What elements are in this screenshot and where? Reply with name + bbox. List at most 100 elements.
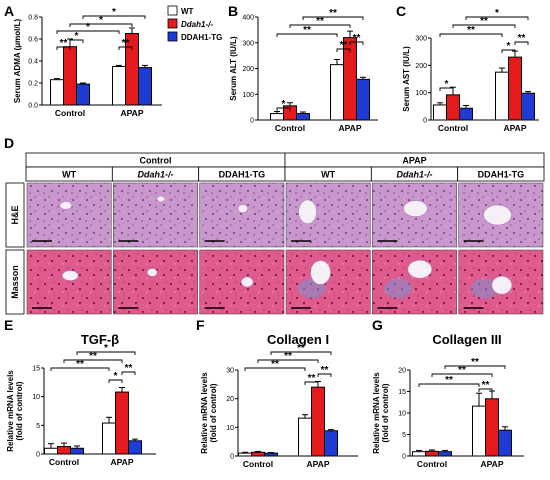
significance-label: ** [308,373,316,384]
bar [264,452,278,457]
significance-bracket [501,49,516,53]
x-category-label: Control [417,459,447,469]
y-tick-label: 0 [36,452,40,459]
significance-label: ** [329,8,337,19]
y-tick-label: 300 [242,40,254,47]
significance-label: ** [518,33,526,44]
vessel-lumen [240,276,254,288]
bar [44,447,58,455]
y-tick-label: 5 [402,432,406,439]
group-header: Control [140,156,172,166]
masson-stain-image [26,249,112,315]
significance-bracket [465,16,529,20]
bar [251,451,265,457]
column-header: DDAH1-TG [478,170,525,180]
significance-label: ** [316,16,324,27]
significance-bracket [439,33,503,37]
x-category-label: Control [55,108,85,118]
column-header: Ddah1-/- [397,170,433,180]
y-tick-label: 100 [242,92,254,99]
he-stain-image [26,182,112,248]
vessel-lumen [310,260,331,285]
significance-label: ** [467,25,475,36]
bar [311,386,325,457]
y-tick-label: 15 [398,389,406,396]
significance-label: ** [76,359,84,370]
significance-bracket [108,379,123,383]
legend-swatch [167,5,178,16]
y-axis-label: Serum ALT (IU/L) [229,36,238,101]
significance-label: ** [340,40,348,51]
significance-bracket [270,351,332,355]
chart-title: Collagen I [267,332,329,347]
legend-label: Ddah1-/- [181,20,213,29]
significance-bracket [336,48,351,52]
significance-label: * [507,41,511,52]
vessel-lumen [156,195,166,203]
y-tick-label: 0.6 [28,37,38,44]
legend-swatch [167,18,178,29]
legend-label: DDAH1-TG [181,33,222,42]
column-header: DDAH1-TG [219,170,266,180]
x-category-label: APAP [121,108,144,118]
bar [270,113,284,121]
y-axis-label: (fold of control) [209,383,218,442]
significance-bracket [418,383,480,387]
bar [472,405,486,457]
panel-letter: G [372,317,383,333]
bar [446,94,460,121]
chart-F: F Collagen I 0 10 20 30 Relative mRNA levels (f… [196,317,358,469]
bar [485,398,499,457]
bar [433,104,447,121]
y-tick-label: 20 [398,368,406,375]
vessel-lumen [403,200,428,217]
bar [76,83,90,106]
masson-stain-image [372,249,457,315]
significance-label: ** [297,343,305,354]
x-category-label: Control [275,123,305,133]
panel-letter: B [228,3,238,19]
significance-label: ** [89,351,97,362]
bar [102,422,116,455]
significance-label: ** [471,357,479,368]
chart-A: A 0.0 0.2 0.4 0.6 0.8 Serum ADMA (μmol/L) Contr… [4,3,222,118]
column-header: Ddah1-/- [138,170,174,180]
significance-label: ** [480,16,488,27]
collagen-stain-area [384,278,413,299]
column-header: WT [321,170,335,180]
bar [50,79,64,106]
significance-label: * [112,7,116,18]
histology-panel: D Control APAP WT Ddah1-/- DDAH1-TG WT Ddah1-/-… [4,135,545,315]
bar [283,105,297,121]
bar [298,417,312,457]
significance-bracket [257,359,319,363]
significance-label: ** [445,375,453,386]
x-category-label: Control [243,459,273,469]
y-tick-label: 300 [415,36,427,43]
vessel-lumen [407,259,433,279]
y-tick-label: 100 [415,90,427,97]
vessel-lumen [59,201,73,210]
y-tick-label: 0.0 [28,103,38,110]
significance-bracket [118,46,133,50]
chart-title: TGF-β [81,332,119,347]
y-axis-label: (fold of control) [15,381,24,440]
masson-stain-image [285,249,371,315]
significance-label: ** [284,351,292,362]
chart-B: B 0 100 200 300 400 Serum ALT (IU/L) Control APA… [228,3,378,133]
bar [112,66,126,106]
significance-bracket [304,381,319,385]
bar [63,46,77,106]
significance-bracket [289,24,351,28]
y-tick-label: 10 [398,411,406,418]
significance-bracket [76,351,136,355]
significance-bracket [431,373,493,377]
bar [508,56,522,121]
bar [115,391,129,455]
significance-label: ** [458,365,466,376]
y-tick-label: 0 [250,118,254,125]
bar [498,429,512,457]
column-header-box [457,166,545,182]
y-axis-label: Relative mRNA levels [6,370,15,452]
